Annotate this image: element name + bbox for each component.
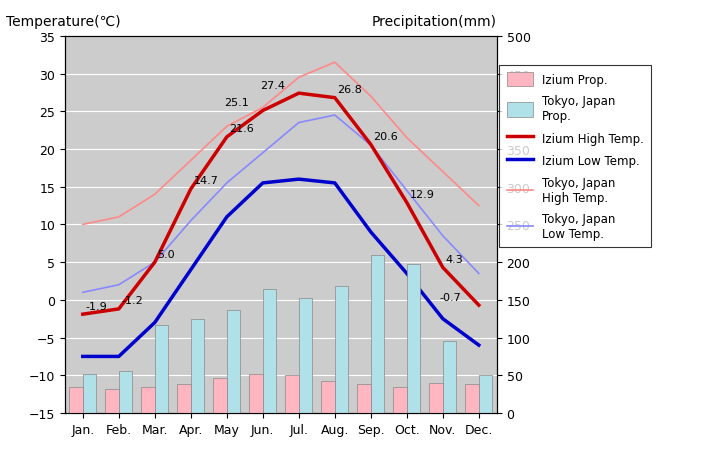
Izium High Temp. <box>474 302 483 308</box>
Text: 14.7: 14.7 <box>194 176 218 186</box>
Text: 4.3: 4.3 <box>446 254 464 264</box>
Text: -0.7: -0.7 <box>440 292 462 302</box>
Bar <box>213 379 227 413</box>
Izium Low Temp. <box>114 354 123 359</box>
Text: -1.2: -1.2 <box>122 296 143 306</box>
Izium Low Temp. <box>474 342 483 348</box>
Izium High Temp. <box>186 187 195 192</box>
Bar <box>321 381 335 413</box>
Tokyo, Japan
High Temp. <box>474 203 483 209</box>
Izium Low Temp. <box>150 320 159 325</box>
Tokyo, Japan
Low Temp. <box>474 271 483 277</box>
Tokyo, Japan
High Temp. <box>222 124 231 130</box>
Bar <box>69 387 83 413</box>
Bar <box>479 375 492 413</box>
Bar <box>357 385 371 413</box>
Text: 25.1: 25.1 <box>224 98 248 108</box>
Bar <box>393 387 407 413</box>
Line: Izium High Temp.: Izium High Temp. <box>83 94 479 314</box>
Line: Tokyo, Japan
High Temp.: Tokyo, Japan High Temp. <box>83 63 479 225</box>
Bar <box>249 374 263 413</box>
Izium High Temp. <box>222 135 231 140</box>
Izium Low Temp. <box>402 271 411 277</box>
Bar <box>285 375 299 413</box>
Izium High Temp. <box>330 95 339 101</box>
Bar <box>227 310 240 413</box>
Tokyo, Japan
Low Temp. <box>78 290 87 296</box>
Bar <box>83 374 96 413</box>
Bar <box>141 387 155 413</box>
Izium Low Temp. <box>438 316 447 322</box>
Izium Low Temp. <box>78 354 87 359</box>
Text: Temperature(℃): Temperature(℃) <box>6 15 121 29</box>
Tokyo, Japan
Low Temp. <box>258 151 267 156</box>
Bar <box>299 298 312 413</box>
Bar <box>407 265 420 413</box>
Bar <box>263 289 276 413</box>
Bar <box>465 385 479 413</box>
Tokyo, Japan
Low Temp. <box>222 181 231 186</box>
Bar <box>429 383 443 413</box>
Izium High Temp. <box>150 260 159 265</box>
Tokyo, Japan
High Temp. <box>114 215 123 220</box>
Tokyo, Japan
High Temp. <box>258 106 267 111</box>
Bar <box>155 325 168 413</box>
Line: Izium Low Temp.: Izium Low Temp. <box>83 180 479 357</box>
Izium High Temp. <box>258 108 267 114</box>
Tokyo, Japan
High Temp. <box>294 75 303 81</box>
Izium High Temp. <box>402 200 411 206</box>
Tokyo, Japan
Low Temp. <box>294 121 303 126</box>
Text: 20.6: 20.6 <box>374 132 398 141</box>
Izium Low Temp. <box>258 181 267 186</box>
Text: 12.9: 12.9 <box>410 190 434 200</box>
Tokyo, Japan
Low Temp. <box>150 260 159 265</box>
Tokyo, Japan
High Temp. <box>402 135 411 141</box>
Izium High Temp. <box>438 265 447 270</box>
Tokyo, Japan
Low Temp. <box>438 234 447 239</box>
Izium High Temp. <box>366 142 375 148</box>
Tokyo, Japan
High Temp. <box>150 192 159 197</box>
Izium High Temp. <box>114 307 123 312</box>
Tokyo, Japan
Low Temp. <box>186 218 195 224</box>
Bar <box>191 320 204 413</box>
Izium Low Temp. <box>294 177 303 183</box>
Izium Low Temp. <box>186 267 195 273</box>
Tokyo, Japan
High Temp. <box>330 60 339 66</box>
Text: 21.6: 21.6 <box>230 124 254 134</box>
Izium High Temp. <box>294 91 303 97</box>
Tokyo, Japan
Low Temp. <box>114 282 123 288</box>
Tokyo, Japan
Low Temp. <box>366 143 375 149</box>
Text: -1.9: -1.9 <box>86 301 107 311</box>
Tokyo, Japan
High Temp. <box>186 158 195 164</box>
Izium Low Temp. <box>366 230 375 235</box>
Tokyo, Japan
High Temp. <box>366 94 375 100</box>
Izium High Temp. <box>78 312 87 317</box>
Text: 27.4: 27.4 <box>260 80 285 90</box>
Bar <box>371 256 384 413</box>
Tokyo, Japan
High Temp. <box>438 169 447 175</box>
Line: Tokyo, Japan
Low Temp.: Tokyo, Japan Low Temp. <box>83 116 479 293</box>
Izium Low Temp. <box>330 181 339 186</box>
Bar <box>443 341 456 413</box>
Tokyo, Japan
Low Temp. <box>402 188 411 194</box>
Bar <box>335 286 348 413</box>
Text: 5.0: 5.0 <box>158 249 175 259</box>
Bar <box>105 389 119 413</box>
Tokyo, Japan
High Temp. <box>78 222 87 228</box>
Bar <box>119 371 132 413</box>
Izium Low Temp. <box>222 215 231 220</box>
Tokyo, Japan
Low Temp. <box>330 113 339 118</box>
Text: 26.8: 26.8 <box>338 85 362 95</box>
Legend: Izium Prop., Tokyo, Japan
Prop., Izium High Temp., Izium Low Temp., Tokyo, Japan: Izium Prop., Tokyo, Japan Prop., Izium H… <box>500 66 651 248</box>
Text: Precipitation(mm): Precipitation(mm) <box>372 15 497 29</box>
Bar <box>177 385 191 413</box>
